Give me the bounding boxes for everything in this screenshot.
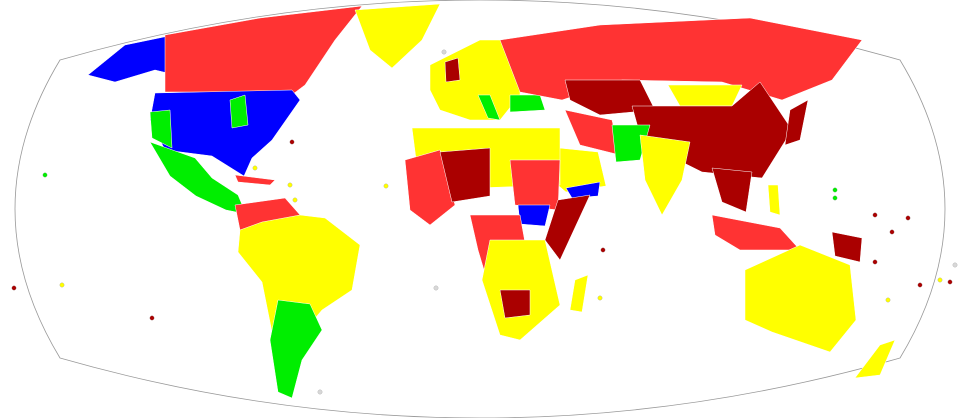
island-marker[interactable] bbox=[905, 215, 911, 221]
island-marker[interactable] bbox=[947, 279, 953, 285]
region-horn[interactable] bbox=[544, 194, 591, 261]
region-russia[interactable] bbox=[499, 17, 863, 101]
island-marker[interactable] bbox=[59, 282, 65, 288]
island-marker[interactable] bbox=[937, 277, 943, 283]
island-marker[interactable] bbox=[42, 172, 48, 178]
island-marker[interactable] bbox=[952, 262, 958, 268]
island-marker[interactable] bbox=[832, 195, 838, 201]
island-marker[interactable] bbox=[832, 187, 838, 193]
island-markers bbox=[11, 49, 958, 395]
island-marker[interactable] bbox=[597, 295, 603, 301]
region-southern-cone[interactable] bbox=[269, 299, 323, 399]
region-turkey-caucasus[interactable] bbox=[509, 94, 546, 113]
island-marker[interactable] bbox=[872, 259, 878, 265]
region-south-america[interactable] bbox=[237, 214, 361, 361]
region-japan[interactable] bbox=[784, 99, 809, 146]
region-usa-west-green[interactable] bbox=[149, 109, 173, 149]
island-marker[interactable] bbox=[317, 389, 323, 395]
region-new-zealand[interactable] bbox=[854, 339, 896, 379]
island-marker[interactable] bbox=[287, 182, 293, 188]
region-madagascar[interactable] bbox=[569, 274, 589, 313]
island-marker[interactable] bbox=[917, 282, 923, 288]
island-marker[interactable] bbox=[441, 49, 447, 55]
country-regions bbox=[87, 3, 896, 399]
region-india[interactable] bbox=[639, 134, 691, 216]
region-yemen[interactable] bbox=[565, 181, 601, 199]
region-west-africa[interactable] bbox=[404, 149, 456, 226]
region-cuba-caribbean[interactable] bbox=[234, 174, 276, 186]
region-indonesia[interactable] bbox=[711, 214, 801, 251]
island-marker[interactable] bbox=[289, 139, 295, 145]
region-pakistan[interactable] bbox=[611, 124, 651, 163]
island-marker[interactable] bbox=[11, 285, 17, 291]
region-mongolia[interactable] bbox=[667, 84, 743, 107]
island-marker[interactable] bbox=[600, 247, 606, 253]
island-marker[interactable] bbox=[383, 183, 389, 189]
island-marker[interactable] bbox=[292, 197, 298, 203]
region-sudan[interactable] bbox=[509, 159, 561, 211]
island-marker[interactable] bbox=[149, 315, 155, 321]
region-philippines[interactable] bbox=[767, 184, 781, 216]
region-south-sudan[interactable] bbox=[517, 204, 551, 227]
island-marker[interactable] bbox=[433, 285, 439, 291]
region-southern-africa-red[interactable] bbox=[499, 289, 531, 319]
island-marker[interactable] bbox=[252, 165, 258, 171]
region-italy[interactable] bbox=[477, 94, 501, 121]
region-australia[interactable] bbox=[744, 244, 857, 353]
island-marker[interactable] bbox=[889, 229, 895, 235]
island-marker[interactable] bbox=[872, 212, 878, 218]
region-usa-mid-green[interactable] bbox=[229, 94, 249, 129]
region-sahel[interactable] bbox=[439, 147, 491, 203]
region-se-asia[interactable] bbox=[711, 167, 753, 213]
island-marker[interactable] bbox=[885, 297, 891, 303]
region-png[interactable] bbox=[831, 231, 863, 263]
region-greenland[interactable] bbox=[354, 3, 441, 69]
region-uk[interactable] bbox=[444, 57, 461, 83]
